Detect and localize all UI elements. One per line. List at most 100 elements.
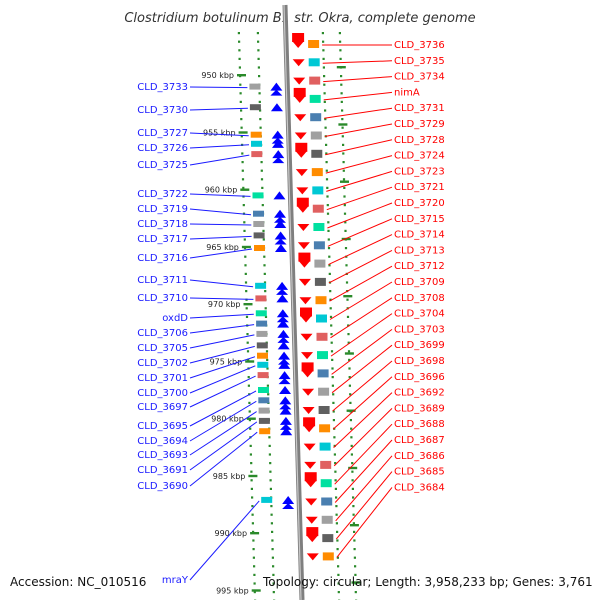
gene-label-cld-3722[interactable]: CLD_3722 (137, 189, 251, 200)
gene-label-cld-3728[interactable]: CLD_3728 (325, 135, 445, 156)
gene-label-cld-3714[interactable]: CLD_3714 (328, 230, 445, 266)
gene-name[interactable]: CLD_3687 (394, 435, 445, 446)
gene-label-cld-3695[interactable]: CLD_3695 (137, 390, 257, 432)
gene-name[interactable]: CLD_3728 (394, 135, 445, 146)
gene-label-cld-3724[interactable]: CLD_3724 (325, 151, 445, 174)
gene-name[interactable]: CLD_3686 (394, 451, 445, 462)
gene-label-cld-3720[interactable]: CLD_3720 (327, 198, 445, 229)
gene-name[interactable]: CLD_3717 (137, 234, 188, 245)
gene-label-cld-3692[interactable]: CLD_3692 (333, 388, 445, 448)
left-gene-labels[interactable]: CLD_3733 CLD_3730 CLD_3727 CLD_3726 CLD_3725… (137, 82, 260, 586)
gene-label-cld-3693[interactable]: CLD_3693 (137, 411, 257, 461)
gene-label-cld-3730[interactable]: CLD_3730 (137, 105, 248, 116)
gene-name[interactable]: CLD_3693 (137, 450, 188, 461)
gene-label-cld-3699[interactable]: CLD_3699 (331, 340, 445, 394)
gene-name[interactable]: CLD_3719 (137, 204, 188, 215)
gene-label-cld-3701[interactable]: CLD_3701 (137, 356, 256, 384)
gene-name[interactable]: CLD_3726 (137, 143, 188, 154)
gene-label-cld-3703[interactable]: CLD_3703 (331, 324, 445, 375)
gene-name[interactable]: CLD_3710 (137, 293, 188, 304)
gene-name[interactable]: CLD_3689 (394, 403, 445, 414)
gene-name[interactable]: CLD_3714 (394, 230, 445, 241)
gene-name[interactable]: oxdD (162, 313, 188, 324)
gene-name[interactable]: CLD_3734 (394, 72, 445, 83)
gene-name[interactable]: CLD_3723 (394, 166, 445, 177)
gene-name[interactable]: CLD_3692 (394, 388, 445, 399)
gene-name[interactable]: CLD_3735 (394, 56, 445, 67)
gene-name[interactable]: CLD_3721 (394, 182, 445, 193)
gene-label-cld-3684[interactable]: CLD_3684 (336, 482, 445, 558)
gene-label-cld-3687[interactable]: CLD_3687 (334, 435, 445, 503)
gene-name[interactable]: mraY (162, 575, 189, 586)
gene-name[interactable]: CLD_3684 (394, 482, 445, 493)
gene-name[interactable]: CLD_3698 (394, 356, 445, 367)
gene-label-cld-3708[interactable]: CLD_3708 (330, 293, 445, 339)
gene-name[interactable]: CLD_3703 (394, 324, 445, 335)
gene-name[interactable]: CLD_3685 (394, 467, 445, 478)
gene-name[interactable]: CLD_3691 (137, 465, 188, 476)
gene-name[interactable]: CLD_3718 (137, 219, 188, 230)
gene-name[interactable]: CLD_3705 (137, 343, 188, 354)
gene-label-cld-3711[interactable]: CLD_3711 (137, 275, 254, 288)
gene-label-cld-3731[interactable]: CLD_3731 (324, 103, 445, 119)
gene-label-cld-3726[interactable]: CLD_3726 (137, 143, 250, 154)
gene-label-cld-3715[interactable]: CLD_3715 (327, 214, 445, 247)
gene-name[interactable]: CLD_3694 (137, 436, 188, 447)
gene-label-cld-3690[interactable]: CLD_3690 (137, 431, 258, 492)
gene-label-cld-3694[interactable]: CLD_3694 (137, 400, 257, 447)
gene-name[interactable]: CLD_3700 (137, 388, 188, 399)
gene-label-mray[interactable]: mraY (162, 500, 260, 586)
gene-name[interactable]: CLD_3711 (137, 275, 188, 286)
gene-label-cld-3727[interactable]: CLD_3727 (137, 128, 249, 139)
gene-label-cld-3717[interactable]: CLD_3717 (137, 234, 252, 245)
gene-label-cld-3685[interactable]: CLD_3685 (335, 467, 445, 540)
gene-label-cld-3686[interactable]: CLD_3686 (335, 451, 445, 522)
gene-label-cld-3718[interactable]: CLD_3718 (137, 219, 252, 230)
gene-name[interactable]: CLD_3696 (394, 372, 445, 383)
gene-name[interactable]: CLD_3720 (394, 198, 445, 209)
gene-name[interactable]: CLD_3699 (394, 340, 445, 351)
gene-label-cld-3689[interactable]: CLD_3689 (333, 403, 445, 467)
gene-name[interactable]: CLD_3727 (137, 128, 188, 139)
gene-label-cld-3709[interactable]: CLD_3709 (329, 277, 445, 320)
gene-name[interactable]: CLD_3722 (137, 189, 188, 200)
gene-label-cld-3725[interactable]: CLD_3725 (137, 154, 250, 171)
gene-name[interactable]: CLD_3725 (137, 160, 188, 171)
gene-label-cld-3698[interactable]: CLD_3698 (332, 356, 445, 412)
gene-label-cld-3734[interactable]: CLD_3734 (323, 72, 445, 83)
gene-name[interactable]: CLD_3701 (137, 373, 188, 384)
gene-label-cld-3729[interactable]: CLD_3729 (324, 119, 445, 137)
gene-name[interactable]: CLD_3724 (394, 151, 445, 162)
gene-name[interactable]: nimA (394, 87, 420, 98)
gene-label-nima[interactable]: nimA (323, 87, 420, 101)
gene-label-cld-3733[interactable]: CLD_3733 (137, 82, 248, 93)
gene-name[interactable]: CLD_3704 (394, 309, 445, 320)
gene-label-cld-3697[interactable]: CLD_3697 (137, 375, 256, 413)
gene-label-cld-3688[interactable]: CLD_3688 (334, 419, 445, 485)
gene-label-cld-3706[interactable]: CLD_3706 (137, 324, 255, 339)
gene-name[interactable]: CLD_3712 (394, 261, 445, 272)
gene-name[interactable]: CLD_3706 (137, 328, 188, 339)
gene-label-cld-3735[interactable]: CLD_3735 (322, 56, 445, 67)
right-gene-labels[interactable]: CLD_3736 CLD_3735 CLD_3734 nimA CLD_3731 CLD_… (322, 40, 445, 558)
gene-name[interactable]: CLD_3731 (394, 103, 445, 114)
gene-label-cld-3723[interactable]: CLD_3723 (326, 166, 445, 192)
gene-label-cld-3736[interactable]: CLD_3736 (322, 40, 445, 51)
gene-label-cld-3713[interactable]: CLD_3713 (328, 245, 445, 284)
gene-label-cld-3691[interactable]: CLD_3691 (137, 421, 258, 476)
gene-name[interactable]: CLD_3716 (137, 253, 188, 264)
gene-label-cld-3696[interactable]: CLD_3696 (332, 372, 445, 430)
gene-name[interactable]: CLD_3697 (137, 402, 188, 413)
gene-name[interactable]: CLD_3702 (137, 358, 188, 369)
gene-label-cld-3712[interactable]: CLD_3712 (329, 261, 445, 302)
gene-label-cld-3721[interactable]: CLD_3721 (326, 182, 445, 211)
gene-label-cld-3705[interactable]: CLD_3705 (137, 334, 255, 354)
gene-name[interactable]: CLD_3715 (394, 214, 445, 225)
gene-label-cld-3704[interactable]: CLD_3704 (330, 309, 445, 357)
gene-name[interactable]: CLD_3688 (394, 419, 445, 430)
gene-name[interactable]: CLD_3729 (394, 119, 445, 130)
gene-name[interactable]: CLD_3713 (394, 245, 445, 256)
gene-name[interactable]: CLD_3690 (137, 481, 188, 492)
gene-label-cld-3716[interactable]: CLD_3716 (137, 248, 253, 264)
gene-name[interactable]: CLD_3708 (394, 293, 445, 304)
